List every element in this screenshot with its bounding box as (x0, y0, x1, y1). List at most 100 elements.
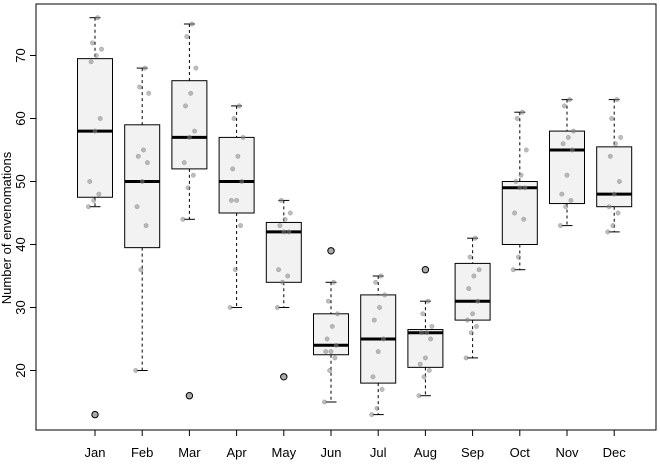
data-point (512, 210, 518, 216)
iqr-box (77, 58, 113, 198)
data-point (421, 374, 427, 380)
data-point (519, 109, 525, 115)
iqr-box (124, 124, 161, 249)
data-point (282, 216, 288, 222)
data-point (180, 216, 186, 222)
y-tick-label: 50 (13, 174, 28, 188)
data-point (464, 317, 470, 323)
data-point (417, 361, 423, 367)
plot-frame (35, 3, 657, 431)
data-point (280, 279, 285, 285)
plot-border (35, 3, 657, 431)
y-tick-label: 20 (13, 363, 28, 377)
data-point (277, 223, 283, 229)
y-tick-label: 40 (13, 237, 28, 251)
box-sep (454, 235, 491, 361)
y-tick-label: 70 (13, 48, 28, 62)
data-point (232, 267, 238, 273)
x-tick-label: Oct (510, 445, 531, 460)
data-point (236, 103, 242, 109)
data-point (240, 134, 246, 140)
data-point (558, 223, 563, 229)
data-point (239, 179, 245, 184)
box-apr (218, 103, 255, 310)
data-point (517, 185, 523, 191)
data-point (463, 355, 469, 361)
data-point (133, 368, 139, 373)
data-point (327, 368, 333, 373)
data-point (137, 84, 143, 90)
x-tick-label: Feb (131, 445, 153, 460)
box-series (77, 15, 633, 419)
data-point (475, 298, 481, 304)
data-point (565, 134, 571, 140)
data-point (95, 15, 101, 21)
x-tick-label: Dec (603, 445, 627, 460)
data-point (613, 141, 618, 147)
data-point (143, 223, 149, 229)
outlier-point (421, 266, 430, 274)
data-point (186, 134, 192, 140)
data-point (322, 399, 327, 405)
data-point (510, 267, 516, 273)
data-point (97, 116, 103, 121)
data-point (607, 153, 613, 159)
data-point (609, 116, 615, 121)
data-point (374, 405, 380, 411)
iqr-box (313, 313, 349, 356)
box-mar (171, 21, 208, 400)
data-point (371, 317, 377, 323)
data-point (190, 172, 196, 178)
data-point (615, 210, 621, 216)
data-point (138, 267, 144, 273)
data-point (185, 185, 191, 191)
iqr-box (171, 80, 208, 170)
data-point (142, 65, 148, 71)
data-point (466, 286, 472, 292)
data-point (328, 349, 334, 355)
data-point (616, 179, 622, 184)
x-tick-label: Jul (370, 445, 387, 460)
data-point (146, 90, 152, 96)
data-point (135, 153, 141, 159)
data-point (88, 59, 94, 65)
data-point (610, 223, 616, 229)
box-jun (313, 247, 349, 405)
data-point (332, 355, 338, 361)
data-point (568, 197, 574, 203)
data-point (468, 330, 474, 336)
data-point (522, 185, 528, 191)
y-axis: 20 30 40 50 60 70 (13, 48, 36, 378)
box-nov (549, 97, 585, 229)
data-point (611, 191, 617, 197)
x-axis: Jan Feb Mar Apr May Jun Jul Aug Sep Oct Nov Dec (85, 430, 627, 460)
y-tick-label: 30 (13, 300, 28, 314)
iqr-box (549, 130, 585, 205)
x-tick-label: May (272, 445, 297, 460)
data-point (379, 386, 385, 392)
data-point (324, 336, 330, 342)
data-point (561, 103, 567, 109)
data-point (424, 330, 430, 336)
data-point (144, 160, 150, 166)
data-point (285, 273, 291, 279)
data-point (333, 342, 339, 348)
data-point (429, 323, 435, 329)
data-point (559, 191, 565, 197)
data-point (325, 298, 331, 304)
outlier-point (280, 373, 288, 381)
data-point (419, 330, 424, 336)
x-tick-label: Nov (555, 445, 579, 460)
data-point (422, 355, 428, 361)
data-point (369, 412, 375, 418)
data-point (323, 349, 329, 355)
data-point (605, 229, 611, 235)
x-tick-label: Apr (226, 445, 247, 460)
data-point (91, 197, 97, 203)
data-point (184, 34, 190, 40)
data-point (513, 179, 519, 184)
data-point (235, 153, 241, 159)
data-point (467, 254, 473, 260)
